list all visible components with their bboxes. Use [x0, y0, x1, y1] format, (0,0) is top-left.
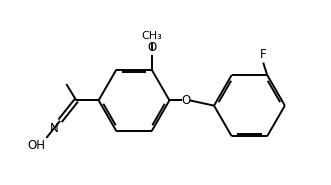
Text: F: F: [260, 48, 266, 61]
Text: O: O: [147, 41, 156, 55]
Text: O: O: [181, 94, 190, 107]
Text: CH₃: CH₃: [141, 31, 162, 41]
Text: N: N: [50, 122, 59, 135]
Text: OH: OH: [27, 139, 46, 152]
